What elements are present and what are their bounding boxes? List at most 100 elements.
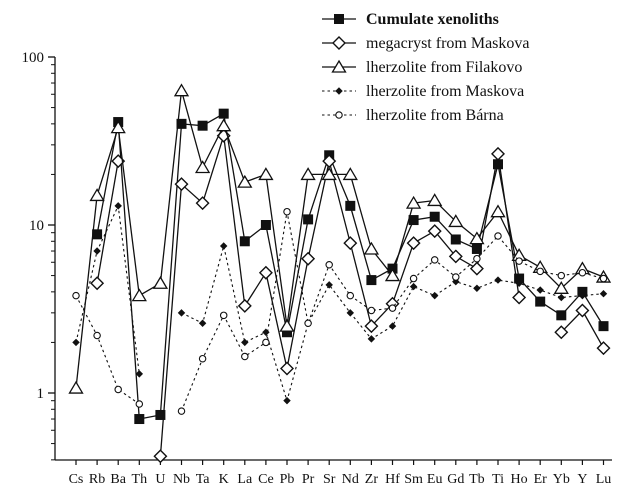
series-3-point (216, 118, 232, 132)
legend-marker (334, 14, 344, 24)
x-tick-label: Sm (404, 472, 423, 487)
x-tick-label: Ti (492, 472, 504, 487)
x-tick-label: K (219, 472, 229, 487)
y-tick-label: 100 (22, 50, 45, 66)
series-1-point (598, 321, 609, 332)
x-tick-label: Pr (302, 472, 315, 487)
series-1-point (218, 108, 229, 119)
series-3-point (405, 195, 422, 209)
series-4-point (599, 289, 608, 298)
series-5-point (283, 207, 291, 216)
legend-marker (335, 87, 343, 95)
series-5-point (325, 260, 333, 269)
legend-item-1: Cumulate xenoliths (322, 11, 499, 28)
series-5-line (75, 295, 140, 405)
series-2-point (153, 449, 168, 464)
x-tick-label: Ho (511, 472, 528, 487)
series-5 (72, 207, 608, 415)
x-tick-label: U (155, 472, 165, 487)
x-tick-label: Nb (173, 472, 190, 487)
series-2-point (301, 251, 316, 266)
series-5-point (494, 232, 502, 240)
series-3 (68, 83, 612, 394)
series-2-point (174, 177, 189, 192)
x-tick-label: Nd (342, 472, 359, 487)
series-2-point (343, 236, 358, 251)
series-1-point (535, 296, 546, 307)
series-5-point (304, 319, 312, 328)
series-5-point (177, 407, 186, 415)
series-5-point (430, 256, 439, 264)
series-1-point (366, 275, 377, 286)
series-5-point (452, 273, 460, 281)
series-3-point (321, 167, 337, 181)
legend-label: lherzolite from Filakovo (366, 59, 522, 76)
series-2-point (258, 265, 273, 280)
series-1-line (96, 112, 605, 420)
series-5-point (72, 291, 80, 300)
series-2-point (512, 290, 527, 305)
series-2-point (322, 154, 337, 169)
x-tick-label: Ta (196, 472, 211, 487)
series-4-point (72, 338, 80, 347)
series-1-point (92, 229, 103, 240)
series-2-point (596, 341, 611, 356)
series-1-point (345, 200, 356, 211)
series-3-point (553, 281, 569, 294)
series-3-point (131, 288, 147, 302)
legend-item-3: lherzolite from Filakovo (322, 59, 522, 76)
x-tick-label: Zr (365, 472, 379, 487)
series-5-point (346, 291, 355, 300)
series-3-point (194, 160, 211, 174)
series-4-point (494, 276, 502, 284)
legend-marker (331, 59, 347, 73)
series-4-point (283, 396, 291, 405)
x-tick-label: Pb (280, 472, 295, 487)
series-2-point (280, 361, 294, 376)
series-4-point (241, 338, 249, 347)
x-tick-label: Sr (323, 472, 336, 487)
x-tick-label: Cs (69, 472, 84, 487)
series-3-point (68, 380, 84, 394)
series-1-point (429, 211, 440, 222)
series-5-point (388, 304, 397, 312)
series-1-point (303, 214, 314, 225)
series-3-point (152, 275, 169, 289)
series-3-point (279, 318, 295, 332)
series-1-point (493, 159, 503, 170)
series-1-point (134, 414, 145, 425)
x-tick-label: Hf (385, 472, 400, 487)
series-3-point (258, 167, 274, 181)
series-3-point (89, 188, 105, 202)
series-5-point (536, 267, 544, 276)
series-5-point (599, 274, 608, 283)
legend-marker (335, 111, 343, 119)
series-4-point (515, 279, 523, 287)
series-3-point (363, 241, 380, 255)
series-5-point (219, 311, 228, 320)
series-2-point (427, 224, 442, 239)
series-4-point (557, 293, 566, 302)
series-1-point (239, 236, 250, 247)
series-3-point (237, 174, 253, 188)
series-3-point (342, 167, 358, 181)
series-4-point (430, 291, 439, 300)
legend-item-4: lherzolite from Maskova (322, 83, 524, 100)
series-4-point (198, 319, 207, 328)
y-tick-label: 1 (37, 386, 45, 402)
legend-label: megacryst from Maskova (366, 35, 530, 52)
x-tick-label: Th (132, 472, 148, 487)
series-1-point (197, 120, 208, 131)
series-4-point (536, 286, 544, 294)
series-5-point (409, 274, 418, 283)
series-2-point (90, 276, 105, 291)
series-2-point (554, 325, 569, 340)
series-4-point (93, 247, 101, 255)
series-1-point (155, 409, 166, 420)
series-2-line (96, 160, 119, 284)
series-4-point (177, 309, 186, 317)
series-4-point (367, 335, 376, 343)
x-tick-label: Yb (553, 472, 570, 487)
legend-item-5: lherzolite from Bárna (322, 107, 504, 124)
